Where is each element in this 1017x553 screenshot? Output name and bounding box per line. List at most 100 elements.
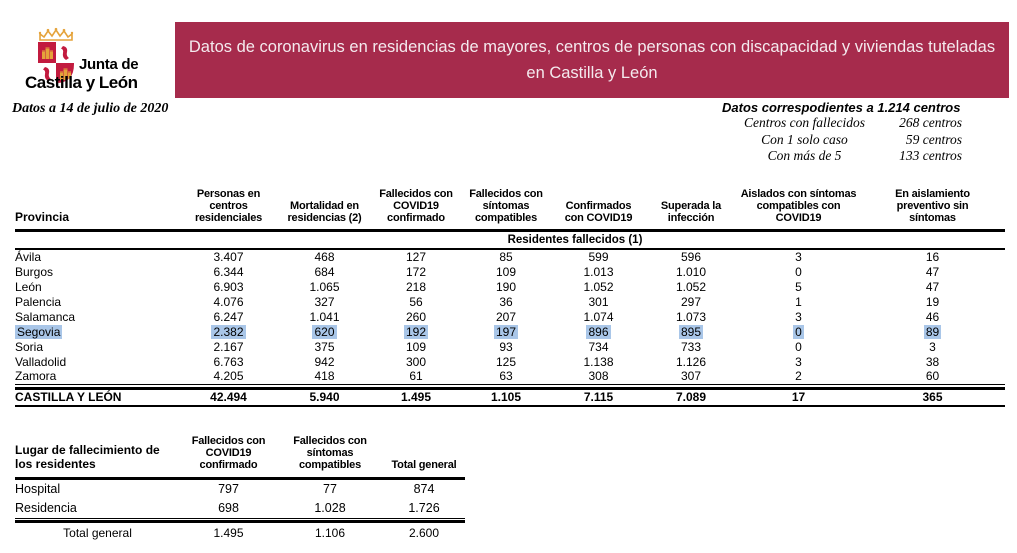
province-row: Soria 2.167 375 109 93 734 733 0 3 bbox=[15, 339, 1005, 354]
cell-value: 36 bbox=[499, 294, 513, 309]
cell-value: 192 bbox=[403, 324, 429, 339]
province-cell: Burgos bbox=[15, 264, 180, 279]
summary-row: Centros con fallecidos 268 centros bbox=[722, 115, 962, 132]
cell-value: 1.065 bbox=[309, 279, 340, 294]
value-cell: 63 bbox=[460, 369, 552, 384]
cell-value: 734 bbox=[588, 339, 609, 354]
value-cell: 61 bbox=[372, 369, 460, 384]
column-header-label: Superada la infección bbox=[660, 199, 722, 224]
coat-of-arms-icon bbox=[38, 27, 74, 83]
value-cell: 2.382 bbox=[180, 324, 277, 339]
cell-value: 1 bbox=[795, 294, 802, 309]
province-row: Salamanca 6.247 1.041 260 207 1.074 1.073 3 46 bbox=[15, 309, 1005, 324]
value-cell: 301 bbox=[552, 294, 645, 309]
value-cell: 684 bbox=[277, 264, 372, 279]
province-name: Palencia bbox=[15, 294, 62, 309]
province-cell: Salamanca bbox=[15, 309, 180, 324]
value-cell: 1.126 bbox=[645, 354, 737, 369]
column-header-label: Confirmados con COVID19 bbox=[564, 199, 633, 224]
cell-value: 47 bbox=[925, 264, 940, 279]
value-cell: 16 bbox=[860, 249, 1005, 264]
value-cell: 6.247 bbox=[180, 309, 277, 324]
cell-value: 172 bbox=[405, 264, 427, 279]
value-cell: 0 bbox=[737, 339, 860, 354]
value-cell: 620 bbox=[277, 324, 372, 339]
column-header: Fallecidos con síntomas compatibles bbox=[460, 173, 552, 230]
table-header-row: Provincia Personas en centros residencia… bbox=[15, 173, 1005, 230]
column-header-provincia: Provincia bbox=[15, 209, 70, 224]
cell-value: 77 bbox=[323, 481, 337, 496]
summary-title: Datos correspodientes a 1.214 centros bbox=[722, 100, 961, 115]
cell-value: 260 bbox=[405, 309, 427, 324]
column-header: Fallecidos con COVID19 confirmado bbox=[180, 428, 277, 480]
cell-value: 2 bbox=[795, 369, 802, 384]
cell-value: 61 bbox=[409, 369, 423, 384]
cell-value: 16 bbox=[925, 250, 940, 264]
cell-value: 1.126 bbox=[675, 354, 707, 369]
location-label: Hospital bbox=[15, 481, 61, 496]
value-cell: 942 bbox=[277, 354, 372, 369]
page-title: Datos de coronavirus en residencias de m… bbox=[188, 38, 996, 82]
column-header-label: Fallecidos con COVID19 confirmado bbox=[379, 187, 453, 224]
cell-value: 1.041 bbox=[309, 309, 340, 324]
location-row: Hospital 797 77 874 bbox=[15, 478, 465, 498]
logo-text-line2: Castilla y León bbox=[25, 73, 138, 92]
column-header-label: Fallecidos con síntomas compatibles bbox=[293, 434, 367, 471]
cell-value: 19 bbox=[925, 294, 940, 309]
value-cell: 192 bbox=[372, 324, 460, 339]
province-cell: Ávila bbox=[15, 249, 180, 264]
total-value: 7.115 bbox=[552, 388, 645, 407]
value-cell: 3 bbox=[737, 354, 860, 369]
cell-value: 218 bbox=[405, 279, 427, 294]
column-header-label: Personas en centros residenciales bbox=[194, 187, 263, 224]
value-cell: 307 bbox=[645, 369, 737, 384]
cell-value: 1.052 bbox=[675, 279, 707, 294]
cell-value: 4.205 bbox=[213, 369, 244, 384]
cell-value: 1.074 bbox=[583, 309, 614, 324]
cell-value: 301 bbox=[588, 294, 609, 309]
value-cell: 207 bbox=[460, 309, 552, 324]
cell-value: 468 bbox=[314, 250, 335, 264]
province-cell: Segovia bbox=[15, 324, 180, 339]
cell-value: 596 bbox=[680, 250, 702, 264]
value-cell: 3 bbox=[860, 339, 1005, 354]
cell-value: 375 bbox=[314, 339, 335, 354]
location-total-row: Total general 1.495 1.106 2.600 bbox=[15, 521, 465, 543]
province-table-body: Ávila 3.407 468 127 85 599 596 3 16 Burgos 6.344 68… bbox=[15, 249, 1005, 384]
cell-value: 874 bbox=[413, 481, 435, 496]
total-value: 17 bbox=[737, 388, 860, 407]
province-row: Valladolid 6.763 942 300 125 1.138 1.126 3 38 bbox=[15, 354, 1005, 369]
column-header: En aislamiento preventivo sin síntomas bbox=[860, 173, 1005, 230]
value-cell: 60 bbox=[860, 369, 1005, 384]
province-table-wrapper: Provincia Personas en centros residencia… bbox=[15, 173, 1005, 407]
value-cell: 89 bbox=[860, 324, 1005, 339]
summary-value: 133 centros bbox=[899, 148, 962, 163]
value-cell: 2 bbox=[737, 369, 860, 384]
cell-value: 733 bbox=[680, 339, 702, 354]
value-cell: 5 bbox=[737, 279, 860, 294]
total-value: 1.495 bbox=[213, 525, 244, 540]
cell-value: 63 bbox=[499, 369, 513, 384]
column-header: Total general bbox=[383, 428, 465, 480]
cell-value: 93 bbox=[499, 339, 513, 354]
value-cell: 38 bbox=[860, 354, 1005, 369]
cell-value: 684 bbox=[314, 264, 335, 279]
cell-value: 1.013 bbox=[583, 264, 614, 279]
province-name: Zamora bbox=[15, 369, 57, 384]
column-header-label: Fallecidos con síntomas compatibles bbox=[469, 187, 543, 224]
cell-value: 1.010 bbox=[675, 264, 707, 279]
death-location-table-body: Hospital 797 77 874 Residencia 698 1.028 1.726 bbox=[15, 478, 465, 518]
cell-value: 1.052 bbox=[583, 279, 614, 294]
province-name: Burgos bbox=[15, 264, 54, 279]
value-cell: 3 bbox=[737, 249, 860, 264]
value-cell: 4.076 bbox=[180, 294, 277, 309]
province-cell: Palencia bbox=[15, 294, 180, 309]
total-value: 1.495 bbox=[372, 388, 460, 407]
cell-value: 109 bbox=[405, 339, 427, 354]
column-header-lugar: Lugar de fallecimiento de los residentes bbox=[15, 428, 180, 480]
province-row: Ávila 3.407 468 127 85 599 596 3 16 bbox=[15, 249, 1005, 264]
value-cell: 109 bbox=[460, 264, 552, 279]
junta-castilla-leon-logo: Junta de Castilla y León bbox=[25, 27, 165, 97]
province-row: Burgos 6.344 684 172 109 1.013 1.010 0 47 bbox=[15, 264, 1005, 279]
value-cell: 127 bbox=[372, 249, 460, 264]
